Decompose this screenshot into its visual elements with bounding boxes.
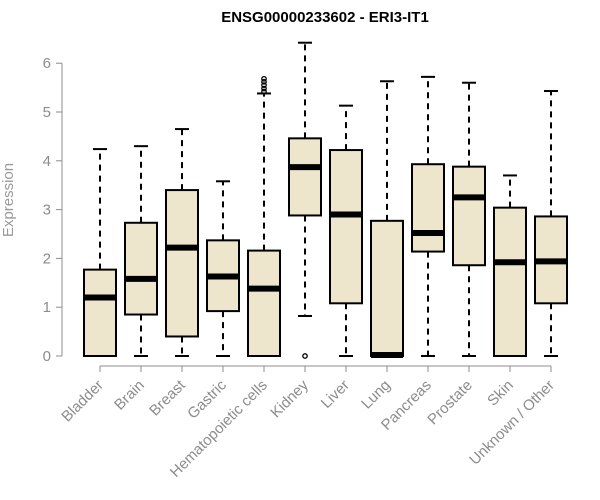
box-body <box>288 137 322 217</box>
box-body <box>411 163 445 253</box>
box-body <box>247 249 281 357</box>
x-tick-label: Lung <box>358 377 394 413</box>
chart-title: ENSG00000233602 - ERI3-IT1 <box>221 9 429 26</box>
y-tick-label: 4 <box>43 153 51 170</box>
box-bladder <box>83 148 117 357</box>
box-body <box>493 206 527 357</box>
outlier-point <box>261 88 267 95</box>
box-body <box>452 165 486 267</box>
outlier-point <box>261 82 267 89</box>
x-tick-label: Prostate <box>424 377 476 429</box>
y-tick-label: 0 <box>43 348 51 365</box>
box-pancreas <box>411 75 445 357</box>
box-prostate <box>452 81 486 357</box>
x-tick-label: Bladder <box>58 377 107 426</box>
x-tick-label: Breast <box>146 376 189 419</box>
box-body <box>165 189 199 338</box>
box-liver <box>329 104 363 357</box>
box-body <box>370 219 404 357</box>
box-body <box>124 221 158 316</box>
boxes-group <box>83 41 568 359</box>
box-kidney <box>288 41 322 359</box>
y-tick-label: 5 <box>43 104 51 121</box>
outlier-point <box>261 85 267 92</box>
box-gastric <box>206 180 240 357</box>
box-hematopoietic-cells <box>247 75 281 357</box>
y-tick-label: 1 <box>43 299 51 316</box>
outlier-point <box>261 75 267 82</box>
y-axis: 0 1 2 3 4 5 6 <box>43 55 63 365</box>
outlier-point <box>261 78 267 85</box>
box-lung <box>370 80 404 359</box>
x-tick-label: Skin <box>484 377 517 410</box>
x-tick-label: Kidney <box>267 376 312 421</box>
box-body <box>329 149 363 305</box>
x-tick-label: Brain <box>111 377 148 414</box>
y-tick-label: 3 <box>43 202 51 219</box>
y-tick-label: 2 <box>43 250 51 267</box>
box-skin <box>493 174 527 357</box>
box-brain <box>124 145 158 357</box>
box-breast <box>165 128 199 357</box>
box-body <box>83 268 117 357</box>
y-axis-label: Expression <box>0 163 17 237</box>
outlier-point <box>302 353 308 359</box>
y-tick-label: 6 <box>43 55 51 72</box>
x-tick-label: Liver <box>318 377 353 412</box>
box-unknown-other <box>534 90 568 357</box>
